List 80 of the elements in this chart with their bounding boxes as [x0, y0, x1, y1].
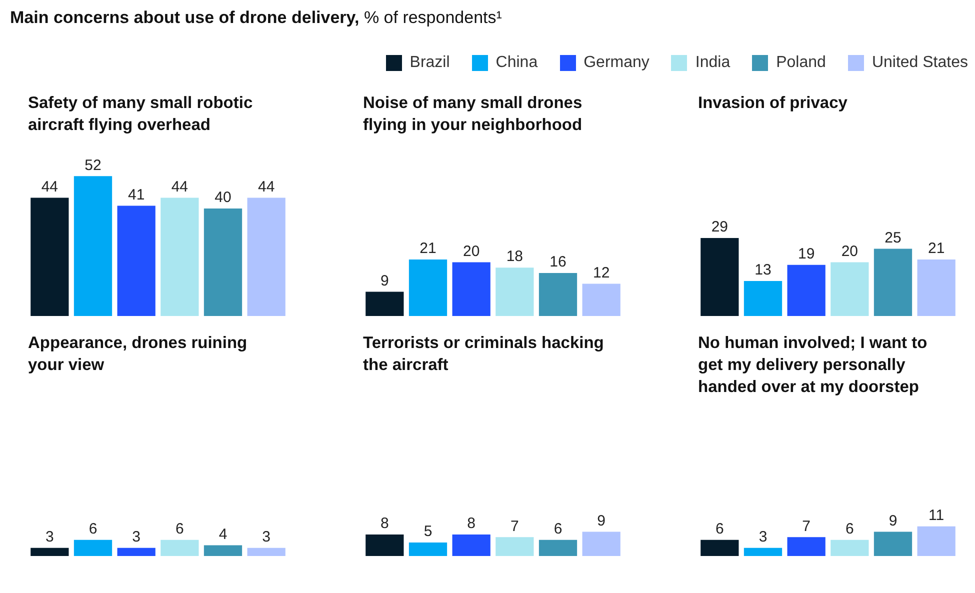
- bar: [700, 540, 739, 556]
- bar: [744, 548, 782, 556]
- bar: [204, 208, 242, 316]
- bar: [700, 238, 739, 316]
- bar: [787, 537, 826, 556]
- bar: [366, 534, 404, 556]
- bar: [582, 284, 620, 316]
- data-label: 20: [462, 242, 480, 260]
- legend-label: Germany: [584, 54, 650, 72]
- data-label: 12: [592, 264, 610, 282]
- legend-label: Brazil: [410, 54, 450, 72]
- data-label: 6: [715, 520, 724, 538]
- bar: [744, 281, 782, 316]
- chart-title: Appearance, drones ruining your view: [28, 333, 248, 376]
- legend-label: Poland: [776, 54, 826, 72]
- data-label: 20: [841, 242, 858, 260]
- data-label: 44: [258, 178, 275, 196]
- chart-title: Terrorists or criminals hacking the aircraft: [363, 333, 605, 376]
- bar: [496, 537, 534, 556]
- bar: [117, 206, 156, 316]
- data-label: 21: [420, 240, 436, 258]
- bar: [30, 198, 69, 316]
- bar: [874, 248, 912, 316]
- data-label: 8: [467, 515, 476, 532]
- chart-title: No human involved; I want to get my delivery personally handed over at my doorstep: [698, 333, 928, 398]
- data-label: 16: [550, 254, 566, 271]
- chart-title: Safety of many small robotic aircraft flying overhead: [28, 93, 254, 136]
- data-label: 3: [262, 528, 271, 546]
- data-label: 6: [845, 520, 854, 538]
- legend-label: China: [496, 54, 538, 72]
- data-label: 7: [802, 518, 811, 535]
- bar: [452, 534, 490, 556]
- data-label: 9: [380, 272, 389, 290]
- bar: [917, 260, 956, 316]
- legend-label: India: [695, 54, 730, 72]
- data-label: 41: [128, 186, 145, 204]
- bar: [874, 532, 912, 556]
- bar: [74, 176, 112, 316]
- data-label: 7: [510, 518, 519, 535]
- bar: [582, 532, 620, 556]
- bar: [247, 198, 286, 316]
- data-label: 9: [597, 512, 606, 530]
- data-label: 19: [798, 246, 815, 263]
- text: Main concerns about use of drone delivery,: [10, 8, 360, 27]
- data-label: 5: [424, 523, 432, 540]
- data-label: 44: [171, 178, 188, 196]
- chart-title: Invasion of privacy: [698, 93, 848, 114]
- data-label: 4: [218, 526, 228, 543]
- bar: [917, 526, 956, 556]
- data-label: 8: [380, 515, 389, 532]
- data-label: 6: [175, 520, 184, 538]
- bar: [366, 292, 404, 316]
- bar: [452, 262, 490, 316]
- data-label: 52: [84, 156, 102, 174]
- bar: [538, 540, 578, 556]
- data-label: 40: [214, 189, 232, 206]
- data-label: 13: [754, 262, 772, 279]
- bar: [787, 264, 826, 316]
- data-label: 44: [41, 178, 58, 196]
- chart-title: Noise of many small drones flying in your neighborhood: [363, 93, 584, 136]
- data-label: 6: [88, 520, 98, 538]
- bar: [496, 268, 534, 316]
- data-label: 6: [554, 520, 562, 538]
- legend-label: United States: [872, 54, 968, 72]
- data-label: 25: [884, 229, 902, 246]
- bar: [160, 198, 199, 316]
- bar: [830, 540, 869, 556]
- data-label: 18: [506, 248, 524, 266]
- bar: [538, 272, 578, 316]
- data-label: 11: [928, 507, 944, 524]
- data-label: 3: [758, 528, 768, 546]
- data-label: 3: [45, 528, 54, 546]
- data-label: 9: [888, 512, 898, 530]
- data-label: 21: [928, 240, 945, 258]
- data-label: 29: [711, 218, 728, 236]
- data-label: 3: [132, 528, 141, 546]
- bar: [408, 542, 448, 556]
- text: % of respondents¹: [364, 8, 502, 27]
- bar: [408, 260, 448, 316]
- bar: [830, 262, 869, 316]
